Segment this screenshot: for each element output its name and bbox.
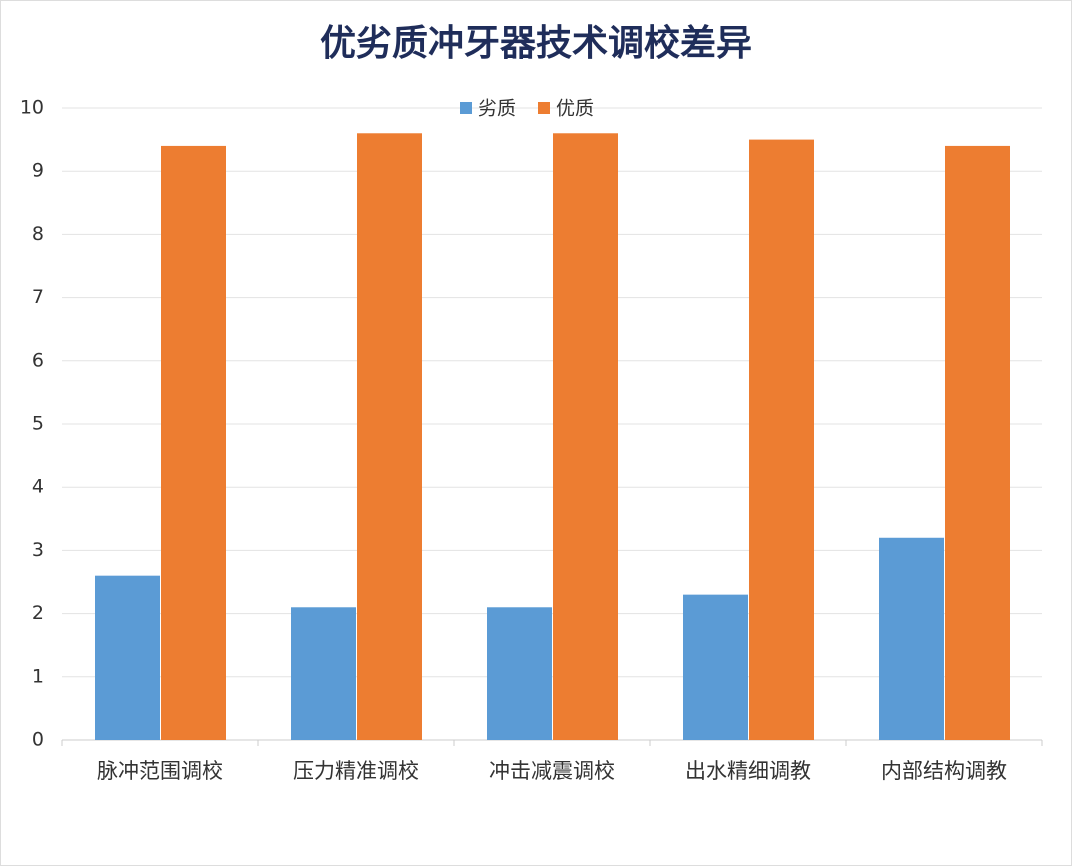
bar	[749, 139, 814, 741]
y-tick-label: 7	[32, 286, 44, 308]
bar	[95, 575, 160, 740]
y-tick-label: 4	[32, 476, 44, 498]
bar	[161, 145, 226, 741]
y-tick-label: 3	[32, 539, 44, 561]
y-tick-label: 6	[32, 349, 44, 371]
y-tick-label: 8	[32, 223, 44, 245]
bar	[683, 594, 748, 740]
bar	[945, 145, 1010, 741]
y-tick-label: 10	[20, 97, 44, 119]
x-tick-label: 内部结构调教	[881, 759, 1007, 783]
bar	[357, 133, 422, 740]
legend-label: 劣质	[478, 98, 516, 120]
legend-swatch	[460, 102, 472, 114]
legend-label: 优质	[556, 98, 594, 120]
x-tick-label: 出水精细调教	[685, 759, 811, 783]
x-tick-label: 压力精准调校	[293, 759, 419, 783]
y-tick-label: 5	[32, 413, 44, 435]
bar	[879, 537, 944, 740]
bar	[291, 607, 356, 740]
y-tick-label: 2	[32, 602, 44, 624]
x-tick-label: 冲击减震调校	[489, 759, 615, 783]
bar	[553, 133, 618, 740]
legend-swatch	[538, 102, 550, 114]
y-tick-label: 1	[32, 665, 44, 687]
y-tick-label: 9	[32, 160, 44, 182]
x-tick-label: 脉冲范围调校	[97, 759, 223, 783]
bar	[487, 607, 552, 740]
y-tick-label: 0	[32, 729, 44, 751]
chart-title: 优劣质冲牙器技术调校差异	[320, 22, 752, 64]
